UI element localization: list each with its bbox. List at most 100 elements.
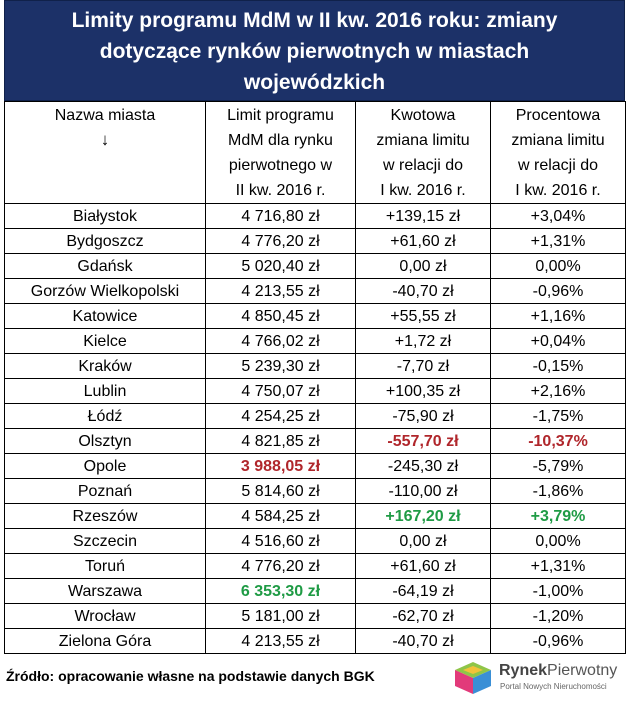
cell-city: Bydgoszcz bbox=[4, 228, 206, 254]
arrow-down-icon: ↓ bbox=[100, 130, 110, 149]
cell-percent-change: -1,75% bbox=[490, 403, 626, 429]
cell-percent-change: -1,00% bbox=[490, 578, 626, 604]
logo-wordmark: RynekPierwotny bbox=[499, 662, 617, 680]
table-row: Lublin 4 750,07 zł +100,35 zł +2,16% bbox=[4, 378, 626, 404]
cell-percent-change: -1,20% bbox=[490, 603, 626, 629]
cell-percent-change: +1,16% bbox=[490, 303, 626, 329]
cell-limit: 4 766,02 zł bbox=[205, 328, 356, 354]
cell-city: Opole bbox=[4, 453, 206, 479]
cell-amount-change: -75,90 zł bbox=[355, 403, 491, 429]
cell-amount-change: +100,35 zł bbox=[355, 378, 491, 404]
cell-percent-change: -5,79% bbox=[490, 453, 626, 479]
header-line: pierwotnego w bbox=[228, 157, 333, 174]
table-row: Warszawa 6 353,30 zł -64,19 zł -1,00% bbox=[4, 578, 626, 604]
cell-limit: 4 821,85 zł bbox=[205, 428, 356, 454]
table-row: Zielona Góra 4 213,55 zł -40,70 zł -0,96% bbox=[4, 628, 626, 654]
cell-limit: 5 020,40 zł bbox=[205, 253, 356, 279]
header-line: I kw. 2016 r. bbox=[380, 182, 466, 199]
cell-percent-change: -0,15% bbox=[490, 353, 626, 379]
table-row: Opole 3 988,05 zł -245,30 zł -5,79% bbox=[4, 453, 626, 479]
cell-percent-change: 0,00% bbox=[490, 253, 626, 279]
cell-amount-change: -245,30 zł bbox=[355, 453, 491, 479]
header-line: Limit programu bbox=[227, 107, 334, 124]
cell-amount-change: +139,15 zł bbox=[355, 203, 491, 229]
table-row: Gdańsk 5 020,40 zł 0,00 zł 0,00% bbox=[4, 253, 626, 279]
cell-percent-change: +1,31% bbox=[490, 228, 626, 254]
header-line: w relacji do bbox=[517, 157, 599, 174]
table-row: Wrocław 5 181,00 zł -62,70 zł -1,20% bbox=[4, 603, 626, 629]
header-limit: Limit programu MdM dla rynku pierwotnego… bbox=[205, 101, 356, 204]
cell-amount-change: +55,55 zł bbox=[355, 303, 491, 329]
footer: Źródło: opracowanie własne na podstawie … bbox=[4, 654, 625, 698]
cell-percent-change: -0,96% bbox=[490, 278, 626, 304]
cell-limit: 4 776,20 zł bbox=[205, 553, 356, 579]
cell-amount-change: -64,19 zł bbox=[355, 578, 491, 604]
cell-percent-change: +2,16% bbox=[490, 378, 626, 404]
table-row: Białystok 4 716,80 zł +139,15 zł +3,04% bbox=[4, 203, 626, 229]
cell-city: Olsztyn bbox=[4, 428, 206, 454]
header-city-label: Nazwa miasta bbox=[54, 107, 156, 124]
source-note: Źródło: opracowanie własne na podstawie … bbox=[6, 668, 375, 684]
cell-city: Warszawa bbox=[4, 578, 206, 604]
table-row: Bydgoszcz 4 776,20 zł +61,60 zł +1,31% bbox=[4, 228, 626, 254]
cell-amount-change: 0,00 zł bbox=[355, 528, 491, 554]
logo-word-bold: Rynek bbox=[499, 662, 548, 679]
cell-amount-change: -40,70 zł bbox=[355, 278, 491, 304]
table-title: Limity programu MdM w II kw. 2016 roku: … bbox=[4, 0, 625, 101]
cell-limit: 6 353,30 zł bbox=[205, 578, 356, 604]
cell-city: Gorzów Wielkopolski bbox=[4, 278, 206, 304]
cell-amount-change: -7,70 zł bbox=[355, 353, 491, 379]
cell-amount-change: 0,00 zł bbox=[355, 253, 491, 279]
cell-limit: 3 988,05 zł bbox=[205, 453, 356, 479]
cell-city: Poznań bbox=[4, 478, 206, 504]
cell-limit: 4 716,80 zł bbox=[205, 203, 356, 229]
cell-percent-change: +0,04% bbox=[490, 328, 626, 354]
cell-limit: 4 254,25 zł bbox=[205, 403, 356, 429]
header-percent-change: Procentowa zmiana limitu w relacji do I … bbox=[490, 101, 626, 204]
table-row: Katowice 4 850,45 zł +55,55 zł +1,16% bbox=[4, 303, 626, 329]
cell-city: Lublin bbox=[4, 378, 206, 404]
header-city: Nazwa miasta ↓ bbox=[4, 101, 206, 204]
title-line: dotyczące rynków pierwotnych w miastach bbox=[99, 40, 530, 63]
cell-city: Katowice bbox=[4, 303, 206, 329]
cell-percent-change: +3,04% bbox=[490, 203, 626, 229]
cell-limit: 5 181,00 zł bbox=[205, 603, 356, 629]
table-row: Kielce 4 766,02 zł +1,72 zł +0,04% bbox=[4, 328, 626, 354]
table-row: Szczecin 4 516,60 zł 0,00 zł 0,00% bbox=[4, 528, 626, 554]
cell-city: Białystok bbox=[4, 203, 206, 229]
cell-city: Wrocław bbox=[4, 603, 206, 629]
rynek-pierwotny-logo: RynekPierwotny Portal Nowych Nieruchomoś… bbox=[451, 660, 619, 698]
cell-percent-change: -1,86% bbox=[490, 478, 626, 504]
header-line: Kwotowa bbox=[390, 107, 456, 124]
header-line: Procentowa bbox=[515, 107, 601, 124]
cell-city: Rzeszów bbox=[4, 503, 206, 529]
cell-amount-change: +61,60 zł bbox=[355, 228, 491, 254]
cell-city: Toruń bbox=[4, 553, 206, 579]
header-row: Nazwa miasta ↓ Limit programu MdM dla ry… bbox=[4, 101, 626, 204]
cell-percent-change: -10,37% bbox=[490, 428, 626, 454]
cell-amount-change: -62,70 zł bbox=[355, 603, 491, 629]
cell-limit: 4 776,20 zł bbox=[205, 228, 356, 254]
cell-city: Szczecin bbox=[4, 528, 206, 554]
cell-percent-change: +3,79% bbox=[490, 503, 626, 529]
title-line: wojewódzkich bbox=[243, 71, 386, 94]
header-line: zmiana limitu bbox=[511, 132, 605, 149]
table-row: Gorzów Wielkopolski 4 213,55 zł -40,70 zł -… bbox=[4, 278, 626, 304]
logo-word-light: Pierwotny bbox=[547, 662, 618, 679]
cube-logo-icon bbox=[455, 662, 491, 694]
cell-city: Kraków bbox=[4, 353, 206, 379]
cell-percent-change: -0,96% bbox=[490, 628, 626, 654]
cell-limit: 4 584,25 zł bbox=[205, 503, 356, 529]
cell-amount-change: +1,72 zł bbox=[355, 328, 491, 354]
cell-city: Zielona Góra bbox=[4, 628, 206, 654]
header-line: I kw. 2016 r. bbox=[515, 182, 601, 199]
table-row: Łódź 4 254,25 zł -75,90 zł -1,75% bbox=[4, 403, 626, 429]
header-amount-change: Kwotowa zmiana limitu w relacji do I kw.… bbox=[355, 101, 491, 204]
cell-limit: 4 750,07 zł bbox=[205, 378, 356, 404]
cell-city: Gdańsk bbox=[4, 253, 206, 279]
table-row: Toruń 4 776,20 zł +61,60 zł +1,31% bbox=[4, 553, 626, 579]
page: Limity programu MdM w II kw. 2016 roku: … bbox=[4, 0, 626, 698]
cell-amount-change: +167,20 zł bbox=[355, 503, 491, 529]
title-line: Limity programu MdM w II kw. 2016 roku: … bbox=[71, 9, 558, 32]
cell-amount-change: +61,60 zł bbox=[355, 553, 491, 579]
